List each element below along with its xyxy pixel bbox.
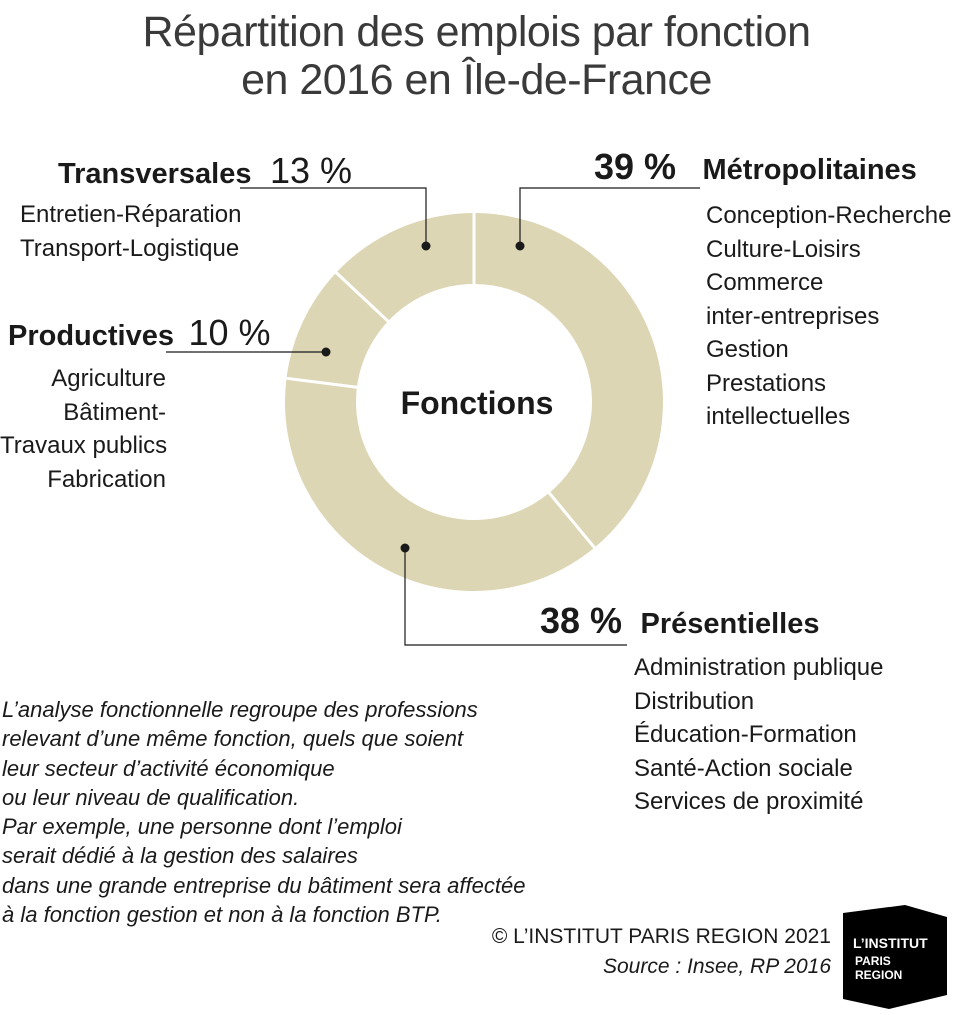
list-item: Bâtiment- [63,398,166,426]
list-item: Santé-Action sociale [634,754,853,782]
metropolitaines-pct: 39 % [594,146,677,187]
leader-dot-transversales [421,241,431,251]
leader-dot-metropolitaines [515,241,525,251]
copyright-credit: © L’INSTITUT PARIS REGION 2021 [491,925,831,948]
note-line: Par exemple, une personne dont l’emploi [2,814,402,840]
metropolitaines-items: Conception-Recherche Culture-Loisirs Com… [706,199,951,434]
list-item: Transport-Logistique [20,234,240,262]
note-line: leur secteur d’activité économique [2,755,335,781]
list-item: Éducation-Formation [634,721,857,748]
list-item: Conception-Recherche [706,202,952,229]
donut-segment-transversales [336,213,474,322]
donut-center-label: Fonctions [400,385,554,421]
productives-items: Agriculture Bâtiment- Travaux publics Fa… [0,362,168,496]
productives-pct: 10 % [188,312,271,353]
note-line: serait dédié à la gestion des salaires [2,843,358,869]
list-item: Distribution [634,687,755,715]
list-item: intellectuelles [706,403,851,430]
logo-background [843,905,947,1009]
list-item: inter-entreprises [706,302,880,330]
segment-separator [333,270,391,324]
legend-transversales: Transversales 13 % [58,150,352,192]
list-item: Travaux publics [0,432,168,459]
segment-separator [546,490,597,551]
note-line: à la fonction gestion et non à la foncti… [2,902,442,928]
leader-line-presentielles [404,548,627,646]
presentielles-pct: 38 % [540,600,623,641]
list-item: Fabrication [47,465,166,493]
list-item: Entretien-Réparation [20,201,242,228]
segment-separator [284,376,360,389]
list-item: Services de proximité [634,788,864,815]
transversales-name: Transversales [58,158,252,190]
logo-line-1: L’INSTITUT [853,935,928,951]
transversales-items: Entretien-Réparation Transport-Logistiqu… [20,198,241,265]
presentielles-name: Présentielles [640,608,820,640]
list-item: Prestations [706,369,827,397]
note-line: L’analyse fonctionnelle regroupe des pro… [2,697,478,722]
source-note: Source : Insee, RP 2016 [602,955,831,978]
chart-title-line-2: en 2016 en Île-de-France [241,56,712,104]
donut-segment-productives [286,272,388,388]
list-item: Gestion [706,336,789,363]
logo-line-2: PARIS [855,954,891,968]
donut-segment-presentielles [284,378,595,591]
note-line: dans une grande entreprise du bâtiment s… [2,872,526,898]
metropolitaines-name: Métropolitaines [702,154,917,186]
chart-title-line-1: Répartition des emplois par fonction [142,8,811,56]
leader-line-metropolitaines [519,187,700,246]
legend-productives: Productives 10 % [8,312,271,354]
note-line: ou leur niveau de qualification. [2,784,300,810]
list-item: Agriculture [51,365,166,392]
institut-logo: L’INSTITUT PARIS REGION [843,905,947,1009]
leader-dot-productives [321,347,331,357]
note-line: relevant d’une même fonction, quels que … [2,726,464,752]
transversales-pct: 13 % [269,150,352,191]
leader-line-transversales [240,187,427,246]
explanatory-note: L’analyse fonctionnelle regroupe des pro… [2,695,602,929]
leader-dot-presentielles [400,543,410,553]
list-item: Culture-Loisirs [706,235,861,263]
logo-line-3: REGION [855,968,902,982]
presentielles-items: Administration publique Distribution Édu… [634,651,883,819]
productives-name: Productives [8,320,174,352]
legend-metropolitaines: 39 % Métropolitaines [594,146,917,188]
list-item: Administration publique [634,654,884,681]
legend-presentielles: 38 % Présentielles [540,600,819,642]
list-item: Commerce [706,269,824,296]
donut-segment-metropolitaines [474,213,664,548]
